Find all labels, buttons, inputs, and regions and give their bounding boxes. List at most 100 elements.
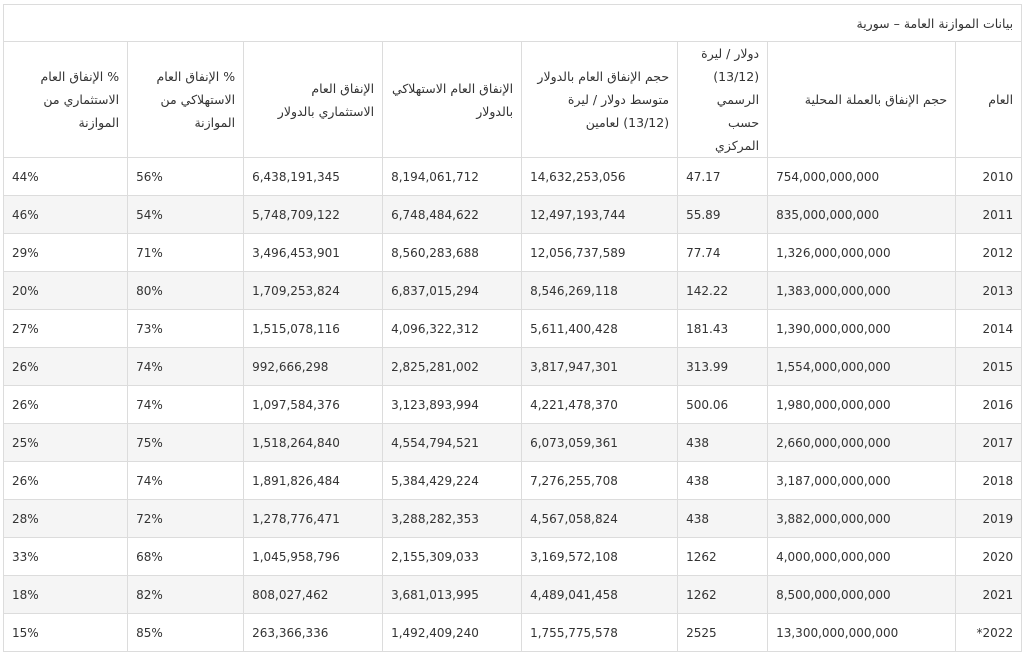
cell-local-spending: 3,187,000,000,000: [767, 461, 957, 500]
cell-investment-usd: 1,097,584,376: [243, 385, 384, 424]
cell-local-spending: 3,882,000,000,000: [767, 499, 957, 538]
cell-consumption-pct: 85%: [127, 613, 245, 652]
cell-investment-pct: 15%: [2, 613, 129, 652]
column-header-investment-usd: الإنفاق العام الاستثماري بالدولار: [243, 41, 384, 158]
cell-year: 2017: [955, 423, 1023, 462]
cell-investment-pct: 44%: [2, 157, 129, 196]
cell-consumption-usd: 6,748,484,622: [382, 195, 523, 234]
cell-investment-pct: 28%: [2, 499, 129, 538]
cell-investment-pct: 25%: [2, 423, 129, 462]
cell-spending-usd: 12,497,193,744: [521, 195, 679, 234]
cell-investment-pct: 20%: [2, 271, 129, 310]
cell-investment-usd: 808,027,462: [243, 575, 384, 614]
cell-local-spending: 1,980,000,000,000: [767, 385, 957, 424]
cell-local-spending: 8,500,000,000,000: [767, 575, 957, 614]
table-row: 2022* 13,300,000,000,000 2525 1,755,775,578…: [2, 613, 1023, 652]
cell-spending-usd: 7,276,255,708: [521, 461, 679, 500]
cell-investment-pct: 46%: [2, 195, 129, 234]
table-row: 2015 1,554,000,000,000 313.99 3,817,947,301…: [2, 347, 1023, 386]
cell-investment-pct: 26%: [2, 385, 129, 424]
table-title: بيانات الموازنة العامة – سورية: [2, 4, 1023, 42]
cell-spending-usd: 8,546,269,118: [521, 271, 679, 310]
cell-exchange-rate: 1262: [677, 575, 769, 614]
column-header-investment-pct: % الإنفاق العام الاستثماري من الموازنة: [2, 41, 129, 158]
cell-consumption-usd: 3,123,893,994: [382, 385, 523, 424]
table-row: 2021 8,500,000,000,000 1262 4,489,041,458 3,…: [2, 575, 1023, 614]
cell-consumption-usd: 4,096,322,312: [382, 309, 523, 348]
cell-local-spending: 1,326,000,000,000: [767, 233, 957, 272]
cell-year: 2022*: [955, 613, 1023, 652]
cell-exchange-rate: 438: [677, 499, 769, 538]
cell-exchange-rate: 1262: [677, 537, 769, 576]
cell-year: 2021: [955, 575, 1023, 614]
cell-investment-pct: 33%: [2, 537, 129, 576]
cell-investment-usd: 992,666,298: [243, 347, 384, 386]
table-body: 2010 754,000,000,000 47.17 14,632,253,056 8,…: [2, 157, 1023, 652]
cell-investment-pct: 26%: [2, 347, 129, 386]
cell-consumption-usd: 8,194,061,712: [382, 157, 523, 196]
cell-local-spending: 1,554,000,000,000: [767, 347, 957, 386]
cell-exchange-rate: 47.17: [677, 157, 769, 196]
cell-consumption-usd: 3,288,282,353: [382, 499, 523, 538]
cell-consumption-pct: 75%: [127, 423, 245, 462]
cell-investment-pct: 27%: [2, 309, 129, 348]
table-row: 2010 754,000,000,000 47.17 14,632,253,056 8,…: [2, 157, 1023, 196]
cell-consumption-pct: 72%: [127, 499, 245, 538]
cell-investment-pct: 26%: [2, 461, 129, 500]
cell-consumption-pct: 73%: [127, 309, 245, 348]
cell-exchange-rate: 55.89: [677, 195, 769, 234]
cell-local-spending: 1,383,000,000,000: [767, 271, 957, 310]
column-header-consumption-pct: % الإنفاق العام الاستهلاكي من الموازنة: [127, 41, 245, 158]
cell-spending-usd: 4,567,058,824: [521, 499, 679, 538]
table-row: 2011 835,000,000,000 55.89 12,497,193,744 6,…: [2, 195, 1023, 234]
column-header-year: العام: [955, 41, 1023, 158]
cell-consumption-pct: 56%: [127, 157, 245, 196]
cell-exchange-rate: 500.06: [677, 385, 769, 424]
cell-year: 2012: [955, 233, 1023, 272]
column-header-consumption-usd: الإنفاق العام الاستهلاكي بالدولار: [382, 41, 523, 158]
cell-consumption-pct: 74%: [127, 461, 245, 500]
cell-consumption-pct: 74%: [127, 385, 245, 424]
cell-year: 2015: [955, 347, 1023, 386]
cell-exchange-rate: 313.99: [677, 347, 769, 386]
cell-investment-usd: 1,891,826,484: [243, 461, 384, 500]
table-row: 2014 1,390,000,000,000 181.43 5,611,400,428…: [2, 309, 1023, 348]
cell-spending-usd: 5,611,400,428: [521, 309, 679, 348]
cell-exchange-rate: 438: [677, 423, 769, 462]
cell-exchange-rate: 2525: [677, 613, 769, 652]
cell-local-spending: 835,000,000,000: [767, 195, 957, 234]
cell-consumption-usd: 1,492,409,240: [382, 613, 523, 652]
column-header-spending-usd: حجم الإنفاق العام بالدولار متوسط دولار /…: [521, 41, 679, 158]
cell-consumption-pct: 68%: [127, 537, 245, 576]
cell-local-spending: 4,000,000,000,000: [767, 537, 957, 576]
budget-table: بيانات الموازنة العامة – سورية العام حجم …: [2, 4, 1023, 652]
cell-local-spending: 2,660,000,000,000: [767, 423, 957, 462]
budget-table-container: بيانات الموازنة العامة – سورية العام حجم …: [2, 4, 1023, 652]
cell-investment-usd: 5,748,709,122: [243, 195, 384, 234]
cell-spending-usd: 6,073,059,361: [521, 423, 679, 462]
cell-consumption-usd: 2,155,309,033: [382, 537, 523, 576]
table-row: 2020 4,000,000,000,000 1262 3,169,572,108 2,…: [2, 537, 1023, 576]
cell-investment-usd: 6,438,191,345: [243, 157, 384, 196]
table-row: 2019 3,882,000,000,000 438 4,567,058,824 3,2…: [2, 499, 1023, 538]
cell-local-spending: 1,390,000,000,000: [767, 309, 957, 348]
table-row: 2017 2,660,000,000,000 438 6,073,059,361 4,5…: [2, 423, 1023, 462]
cell-consumption-usd: 4,554,794,521: [382, 423, 523, 462]
cell-spending-usd: 4,221,478,370: [521, 385, 679, 424]
cell-local-spending: 754,000,000,000: [767, 157, 957, 196]
cell-spending-usd: 4,489,041,458: [521, 575, 679, 614]
table-row: 2012 1,326,000,000,000 77.74 12,056,737,589…: [2, 233, 1023, 272]
cell-consumption-usd: 5,384,429,224: [382, 461, 523, 500]
cell-investment-usd: 3,496,453,901: [243, 233, 384, 272]
cell-spending-usd: 1,755,775,578: [521, 613, 679, 652]
column-header-exchange-rate: دولار / ليرة (13/12) الرسمي حسب المركزي: [677, 41, 769, 158]
table-row: 2013 1,383,000,000,000 142.22 8,546,269,118…: [2, 271, 1023, 310]
table-row: 2018 3,187,000,000,000 438 7,276,255,708 5,3…: [2, 461, 1023, 500]
cell-investment-usd: 1,515,078,116: [243, 309, 384, 348]
cell-year: 2016: [955, 385, 1023, 424]
cell-investment-usd: 263,366,336: [243, 613, 384, 652]
cell-year: 2013: [955, 271, 1023, 310]
cell-exchange-rate: 181.43: [677, 309, 769, 348]
cell-investment-usd: 1,709,253,824: [243, 271, 384, 310]
cell-consumption-pct: 74%: [127, 347, 245, 386]
